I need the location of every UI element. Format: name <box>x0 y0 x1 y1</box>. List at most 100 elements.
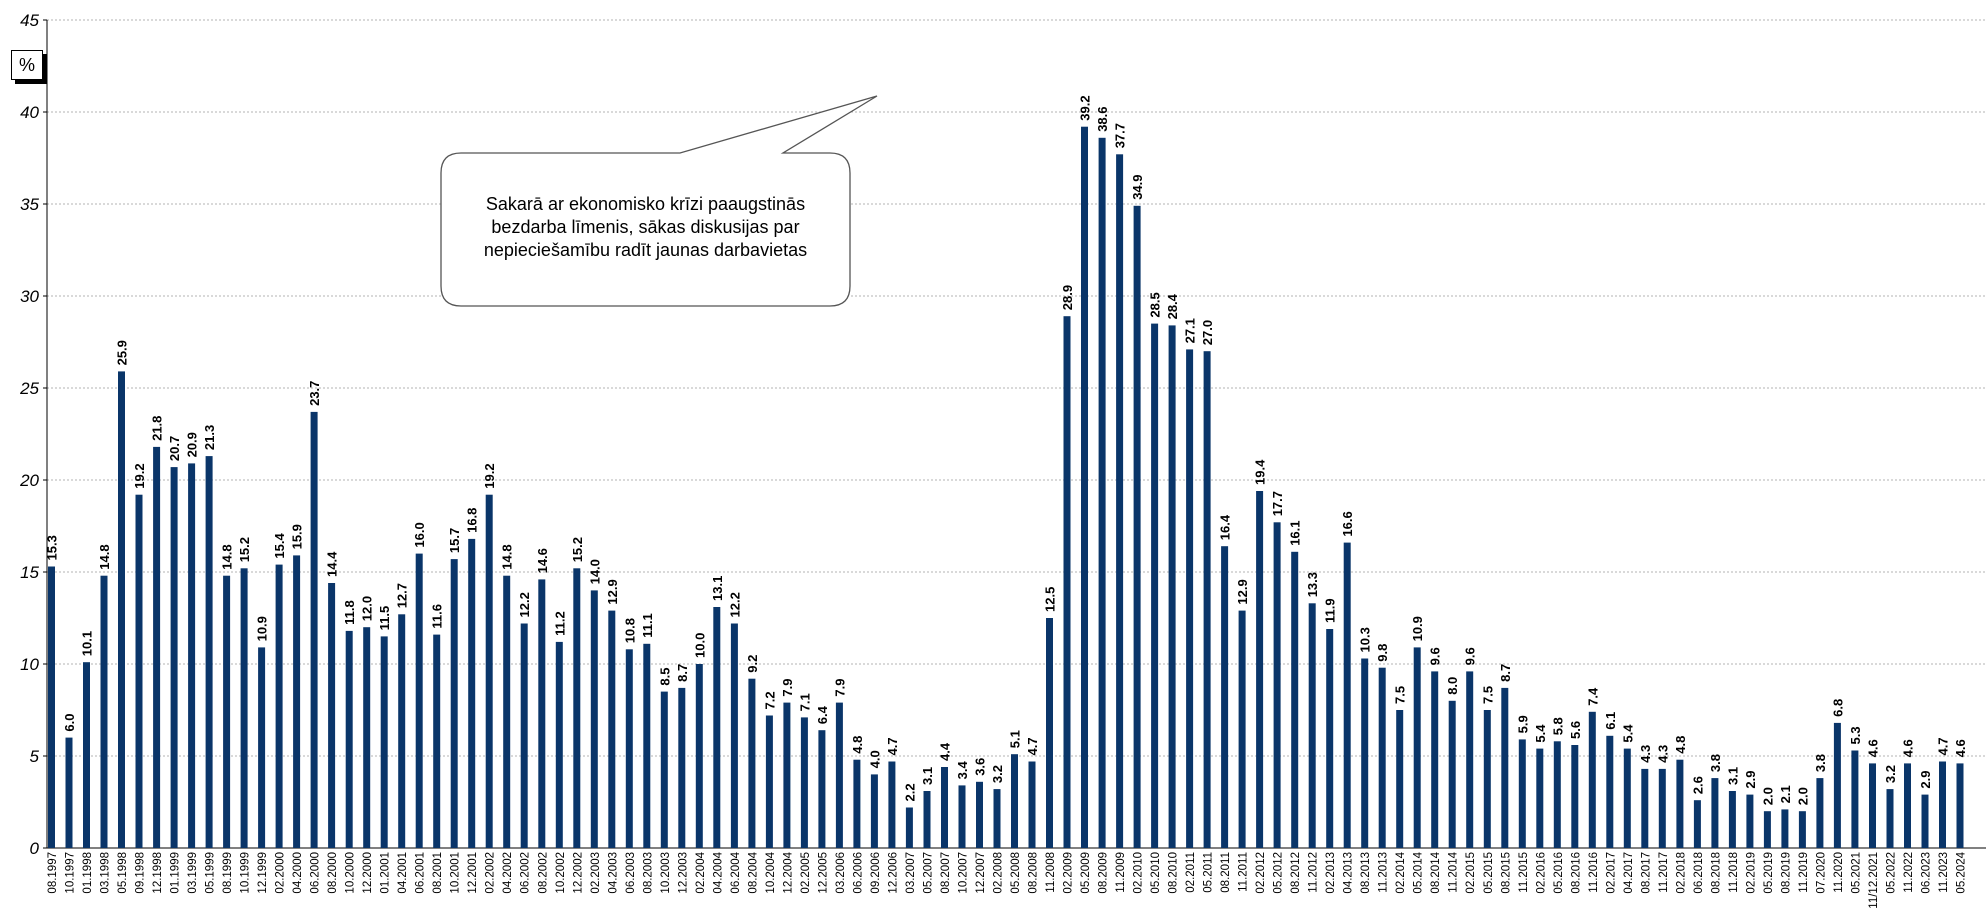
value-label: 3.6 <box>973 758 988 776</box>
bar <box>345 630 353 848</box>
x-tick-label: 11.2020 <box>1833 852 1845 893</box>
bar <box>818 730 826 848</box>
y-tick-label: 10 <box>20 655 39 674</box>
bar <box>643 643 651 848</box>
x-tick-label: 02.2010 <box>1133 852 1145 894</box>
x-tick-label: 02.2016 <box>1535 852 1547 894</box>
bar <box>1869 763 1876 848</box>
bar <box>1553 741 1561 848</box>
x-tick-label: 02.2004 <box>695 851 707 893</box>
x-tick-label: 08.2017 <box>1640 852 1652 894</box>
value-label: 9.6 <box>1463 647 1478 665</box>
value-label: 37.7 <box>1113 123 1128 148</box>
bar <box>1238 610 1246 848</box>
bar <box>573 568 581 848</box>
x-tick-label: 05.1999 <box>205 852 217 894</box>
x-tick-label: 08.2003 <box>642 852 654 894</box>
x-tick-label: 08.2007 <box>940 852 952 894</box>
x-tick-label: 10.2002 <box>555 852 567 894</box>
bar <box>1606 735 1614 848</box>
bar <box>433 634 441 848</box>
value-label: 6.4 <box>815 705 830 724</box>
x-tick-label: 02.2002 <box>485 852 497 894</box>
bar <box>695 664 703 848</box>
bar <box>1763 811 1771 848</box>
bar <box>415 553 423 848</box>
x-tick-label: 10.2003 <box>660 852 672 894</box>
bar <box>1448 700 1456 848</box>
bar <box>240 568 248 848</box>
bar <box>1396 710 1404 848</box>
value-label: 38.6 <box>1095 106 1110 131</box>
bar <box>1728 791 1736 848</box>
x-tick-label: 06.2004 <box>730 851 742 893</box>
x-tick-label: 05.2021 <box>1850 852 1862 894</box>
bar <box>48 566 55 848</box>
value-label: 9.2 <box>745 655 760 673</box>
value-label: 11.8 <box>342 600 357 625</box>
bar <box>258 647 266 848</box>
value-label: 28.4 <box>1165 293 1180 319</box>
bar <box>538 579 546 848</box>
value-label: 3.8 <box>1708 754 1723 772</box>
value-label: 15.3 <box>45 535 60 560</box>
x-tick-label: 06.2003 <box>625 852 637 894</box>
value-label: 15.7 <box>447 528 462 553</box>
x-tick-label: 05.2022 <box>1886 852 1898 894</box>
bar <box>398 614 406 848</box>
bar <box>1431 671 1439 848</box>
bar <box>1816 778 1824 848</box>
value-label: 16.1 <box>1288 520 1303 545</box>
value-label: 15.2 <box>237 537 252 562</box>
x-tick-label: 10.1999 <box>240 852 252 894</box>
value-label: 17.7 <box>1270 491 1285 516</box>
value-label: 4.3 <box>1638 745 1653 763</box>
x-tick-label: 12.1998 <box>152 852 164 894</box>
callout-bubble <box>440 95 878 307</box>
value-label: 10.8 <box>622 618 637 643</box>
value-label: 5.6 <box>1568 721 1583 739</box>
x-tick-label: 04.2004 <box>712 851 724 893</box>
x-tick-label: 08.2018 <box>1710 852 1722 894</box>
value-label: 16.4 <box>1218 514 1233 540</box>
x-tick-label: 11.2013 <box>1378 852 1390 893</box>
x-tick-label: 10.1997 <box>65 852 77 894</box>
value-label: 34.9 <box>1130 174 1145 199</box>
value-label: 27.0 <box>1200 320 1215 345</box>
x-tick-label: 06.2023 <box>1921 852 1933 894</box>
value-label: 5.1 <box>1008 730 1023 748</box>
y-tick-label: 45 <box>20 11 39 30</box>
bar <box>118 371 125 848</box>
x-tick-label: 04.2013 <box>1343 852 1355 894</box>
bar <box>958 785 966 848</box>
y-axis-ticks: 0 5 10 15 20 25 30 35 40 45 <box>19 11 47 858</box>
value-label: 19.2 <box>132 463 147 488</box>
bar <box>1011 754 1018 848</box>
value-label: 10.3 <box>1358 627 1373 652</box>
value-label: 2.9 <box>1743 771 1758 789</box>
bar <box>275 564 283 848</box>
x-tick-label: 11.2012 <box>1308 852 1320 893</box>
x-tick-label: 01.1999 <box>170 852 182 894</box>
bar <box>1904 763 1911 848</box>
x-tick-label: 07.2020 <box>1815 852 1827 894</box>
bar <box>135 494 143 848</box>
value-label: 11.9 <box>1323 598 1338 623</box>
value-label: 14.8 <box>97 544 112 569</box>
value-label: 12.5 <box>1043 587 1058 612</box>
value-label: 16.6 <box>1340 511 1355 536</box>
x-tick-label: 12.2001 <box>467 852 479 894</box>
bar <box>1781 809 1789 848</box>
x-tick-label: 02.2011 <box>1185 852 1197 893</box>
value-label: 21.8 <box>150 416 165 441</box>
value-label: 6.8 <box>1830 699 1845 717</box>
bar <box>1361 658 1369 848</box>
value-label: 2.6 <box>1690 776 1705 794</box>
x-tick-label: 12.2005 <box>817 852 829 894</box>
bar <box>380 636 388 848</box>
x-tick-label: 11.2016 <box>1588 852 1600 893</box>
y-tick-label: 25 <box>19 379 39 398</box>
value-label: 4.6 <box>1901 739 1916 757</box>
x-tick-label: 05.2009 <box>1080 852 1092 894</box>
